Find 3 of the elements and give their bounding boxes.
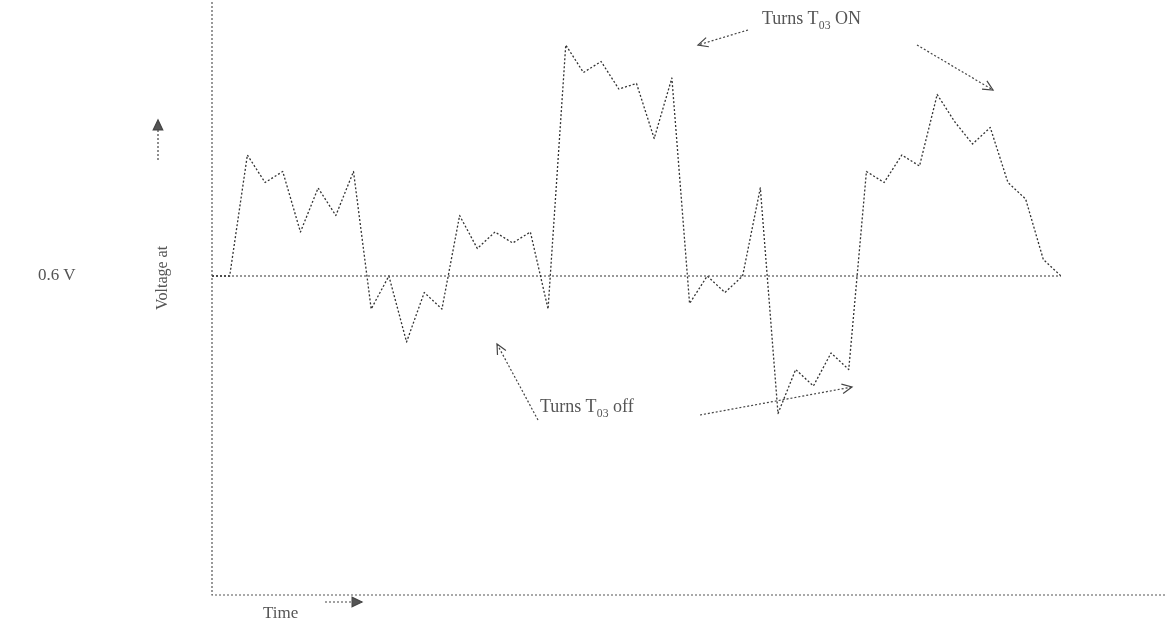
y-axis-title: Voltage at — [153, 245, 171, 310]
ref-line-label: 0.6 V — [38, 265, 77, 285]
x-axis-title: Time — [263, 603, 299, 622]
